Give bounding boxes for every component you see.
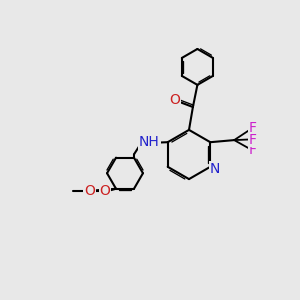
Text: F: F [249, 143, 257, 157]
Text: O: O [84, 184, 95, 198]
Text: NH: NH [139, 135, 160, 149]
Text: N: N [210, 162, 220, 176]
Text: F: F [249, 133, 257, 146]
Text: O: O [100, 184, 110, 198]
Text: O: O [169, 92, 180, 106]
Text: F: F [249, 122, 257, 135]
